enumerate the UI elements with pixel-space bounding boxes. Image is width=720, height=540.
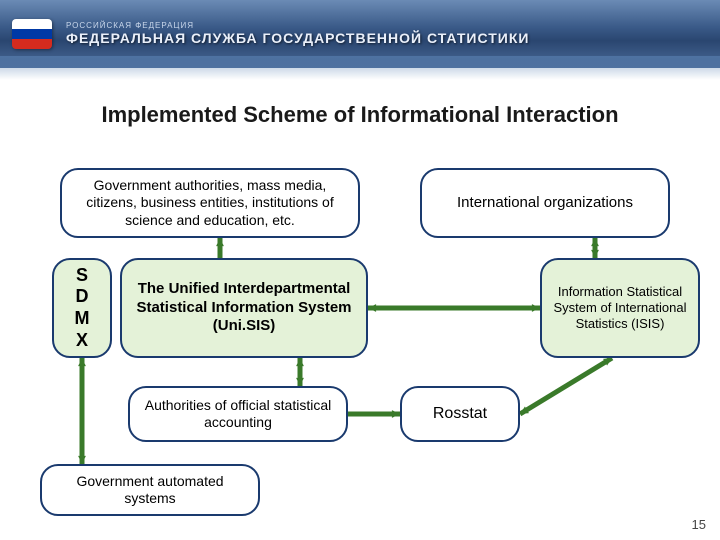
box-unisis: The Unified Interdepartmental Statistica… xyxy=(120,258,368,358)
sdmx-s: S xyxy=(75,265,90,287)
box-unisis-text: The Unified Interdepartmental Statistica… xyxy=(132,280,356,336)
box-isis-text: Information Statistical System of Intern… xyxy=(552,284,688,333)
box-authorities-accounting-text: Authorities of official statistical acco… xyxy=(140,397,336,432)
box-isis: Information Statistical System of Intern… xyxy=(540,258,700,358)
box-authorities-accounting: Authorities of official statistical acco… xyxy=(128,386,348,442)
header-text: РОССИЙСКАЯ ФЕДЕРАЦИЯ ФЕДЕРАЛЬНАЯ СЛУЖБА … xyxy=(66,21,529,46)
russia-flag-icon xyxy=(12,19,52,49)
box-international-organizations: International organizations xyxy=(420,168,670,238)
box-government-automated-systems: Government automated systems xyxy=(40,464,260,516)
box-international-organizations-text: International organizations xyxy=(457,194,633,213)
box-government-automated-systems-text: Government automated systems xyxy=(52,473,248,508)
header-bar: РОССИЙСКАЯ ФЕДЕРАЦИЯ ФЕДЕРАЛЬНАЯ СЛУЖБА … xyxy=(0,0,720,68)
box-sdmx: S D M X xyxy=(52,258,112,358)
box-government-authorities: Government authorities, mass media, citi… xyxy=(60,168,360,238)
box-rosstat: Rosstat xyxy=(400,386,520,442)
sdmx-x: X xyxy=(75,330,90,352)
header-org-line2: ГОСУДАРСТВЕННОЙ СТАТИСТИКИ xyxy=(263,30,530,46)
sdmx-letters: S D M X xyxy=(75,265,90,351)
page-title: Implemented Scheme of Informational Inte… xyxy=(0,102,720,128)
page-number: 15 xyxy=(692,517,706,532)
sdmx-m: M xyxy=(75,308,90,330)
box-government-authorities-text: Government authorities, mass media, citi… xyxy=(72,177,348,230)
box-rosstat-text: Rosstat xyxy=(433,404,487,424)
sdmx-d: D xyxy=(75,286,90,308)
header-org-line1: ФЕДЕРАЛЬНАЯ СЛУЖБА xyxy=(66,30,258,46)
